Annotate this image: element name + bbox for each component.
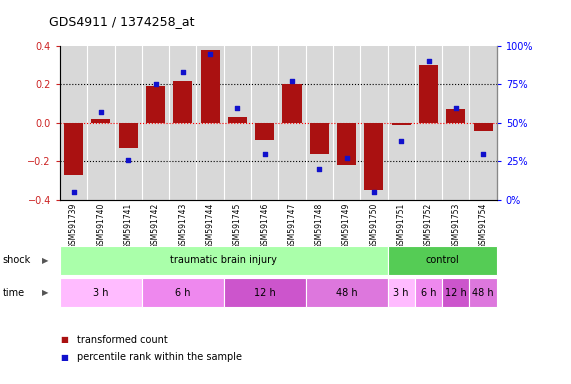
Text: 12 h: 12 h — [254, 288, 276, 298]
Bar — [283, 84, 301, 123]
Point — [178, 69, 187, 75]
Point — [206, 51, 215, 57]
Text: ■: ■ — [60, 335, 68, 344]
Text: control: control — [425, 255, 459, 265]
Point — [124, 157, 133, 163]
Text: 3 h: 3 h — [93, 288, 108, 298]
Bar — [473, 123, 493, 131]
Bar — [200, 50, 220, 123]
Point — [69, 189, 78, 195]
Point — [478, 151, 488, 157]
Bar — [364, 123, 384, 190]
Bar — [309, 123, 329, 154]
Bar — [337, 123, 356, 165]
Bar — [119, 123, 138, 148]
Bar — [173, 81, 192, 123]
Bar — [146, 86, 165, 123]
Text: transformed count: transformed count — [77, 335, 168, 345]
Bar — [255, 123, 274, 140]
Text: 12 h: 12 h — [445, 288, 467, 298]
Point — [260, 151, 270, 157]
Point — [451, 104, 460, 111]
Text: 48 h: 48 h — [336, 288, 357, 298]
Text: ▶: ▶ — [42, 256, 49, 265]
Text: time: time — [3, 288, 25, 298]
Text: 3 h: 3 h — [393, 288, 409, 298]
Bar — [64, 123, 83, 175]
Text: 6 h: 6 h — [175, 288, 191, 298]
Point — [424, 58, 433, 65]
Bar — [419, 65, 438, 123]
Text: traumatic brain injury: traumatic brain injury — [170, 255, 277, 265]
Bar — [392, 123, 411, 125]
Point — [151, 81, 160, 88]
Text: ■: ■ — [60, 353, 68, 362]
Point — [287, 78, 296, 84]
Text: percentile rank within the sample: percentile rank within the sample — [77, 352, 242, 362]
Text: GDS4911 / 1374258_at: GDS4911 / 1374258_at — [49, 15, 194, 28]
Text: shock: shock — [3, 255, 31, 265]
Text: ▶: ▶ — [42, 288, 49, 297]
Point — [96, 109, 106, 115]
Text: 6 h: 6 h — [421, 288, 436, 298]
Point — [315, 166, 324, 172]
Point — [369, 189, 379, 195]
Bar — [91, 119, 110, 123]
Text: 48 h: 48 h — [472, 288, 494, 298]
Bar — [228, 117, 247, 123]
Bar — [447, 109, 465, 123]
Point — [342, 155, 351, 161]
Point — [233, 104, 242, 111]
Point — [397, 138, 406, 144]
